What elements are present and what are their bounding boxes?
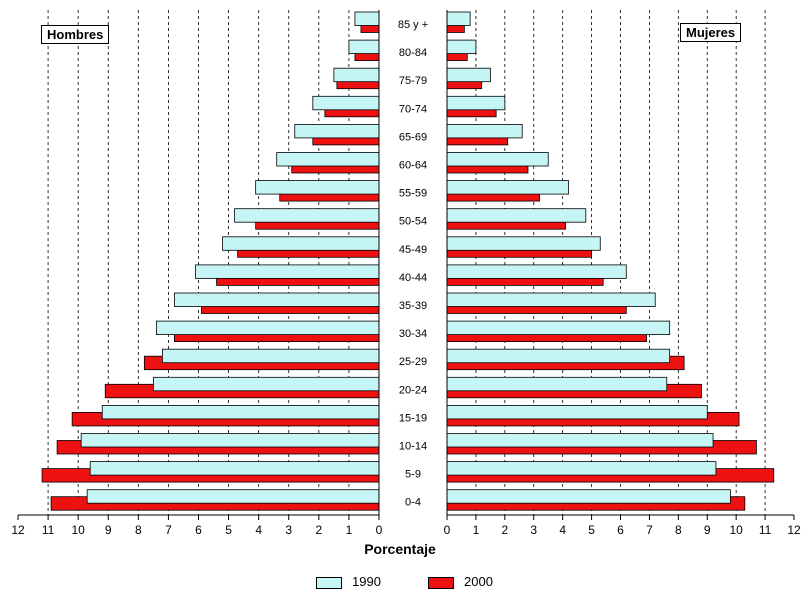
bar-women-1990-5-9 (446, 461, 717, 476)
tick-label-women-4: 4 (559, 523, 566, 537)
bar-women-1990-65-69 (446, 124, 523, 139)
bar-women-1990-0-4 (446, 489, 731, 504)
men-panel-label: Hombres (41, 25, 110, 44)
bar-women-1990-80-84 (446, 39, 477, 54)
tick-label-women-8: 8 (675, 523, 682, 537)
bar-men-1990-5-9 (89, 461, 380, 476)
bar-women-1990-70-74 (446, 95, 506, 111)
legend-label-1990: 1990 (352, 574, 381, 589)
tick-label-women-0: 0 (444, 523, 451, 537)
tick-label-men-2: 2 (315, 523, 322, 537)
tick-label-men-0: 0 (376, 523, 383, 537)
age-label-30-34: 30-34 (399, 328, 427, 340)
bar-men-1990-40-44 (195, 264, 380, 279)
legend-item-2000: 2000 (428, 574, 493, 589)
tick-label-men-4: 4 (255, 523, 262, 537)
bar-women-1990-55-59 (446, 180, 569, 195)
bar-women-1990-85 y + (446, 11, 471, 26)
age-label-50-54: 50-54 (399, 216, 427, 228)
tick-label-women-6: 6 (617, 523, 624, 537)
age-label-0-4: 0-4 (405, 497, 421, 509)
grid-lines (47, 10, 766, 515)
legend-item-1990: 1990 (316, 574, 381, 589)
bar-men-1990-35-39 (174, 292, 380, 307)
bar-women-1990-20-24 (446, 376, 668, 392)
bar-women-1990-75-79 (446, 67, 491, 83)
tick-label-men-3: 3 (285, 523, 292, 537)
age-label-45-49: 45-49 (399, 244, 427, 256)
bar-women-1990-30-34 (446, 320, 671, 336)
age-label-85 y +: 85 y + (398, 19, 428, 31)
tick-label-men-10: 10 (71, 523, 85, 537)
bar-men-1990-55-59 (255, 180, 380, 195)
bar-women-1990-25-29 (446, 348, 671, 364)
bar-women-1990-50-54 (446, 208, 587, 223)
bar-men-1990-50-54 (234, 208, 380, 223)
tick-label-women-10: 10 (729, 523, 743, 537)
bar-men-1990-25-29 (161, 348, 380, 364)
age-label-55-59: 55-59 (399, 188, 427, 200)
tick-label-women-5: 5 (588, 523, 595, 537)
bar-women-1990-40-44 (446, 264, 627, 279)
bar-men-1990-65-69 (294, 124, 380, 139)
bar-men-1990-80-84 (348, 39, 380, 54)
bar-men-1990-10-14 (80, 433, 380, 448)
bar-women-1990-35-39 (446, 292, 656, 307)
bar-men-1990-70-74 (312, 95, 380, 111)
tick-label-women-9: 9 (704, 523, 711, 537)
age-label-80-84: 80-84 (399, 47, 427, 59)
age-label-40-44: 40-44 (399, 272, 427, 284)
tick-label-men-9: 9 (105, 523, 112, 537)
age-label-20-24: 20-24 (399, 384, 427, 396)
tick-label-men-8: 8 (135, 523, 142, 537)
age-label-75-79: 75-79 (399, 75, 427, 87)
tick-label-men-11: 11 (42, 523, 55, 537)
tick-label-women-1: 1 (473, 523, 480, 537)
bar-women-1990-10-14 (446, 433, 714, 448)
tick-label-women-3: 3 (530, 523, 537, 537)
age-label-35-39: 35-39 (399, 300, 427, 312)
tick-label-women-12: 12 (787, 523, 801, 537)
bar-men-1990-75-79 (333, 67, 380, 83)
bar-men-1990-60-64 (276, 152, 380, 167)
bar-women-1990-60-64 (446, 152, 549, 167)
tick-label-women-11: 11 (759, 523, 772, 537)
bar-women-1990-45-49 (446, 236, 601, 251)
tick-label-women-7: 7 (646, 523, 653, 537)
legend-swatch-1990 (316, 576, 342, 589)
tick-label-men-5: 5 (225, 523, 232, 537)
tick-label-men-6: 6 (195, 523, 202, 537)
bar-men-1990-20-24 (152, 376, 380, 392)
bar-men-1990-85 y + (354, 11, 380, 26)
age-group-labels: 85 y + 80-84 75-79 70-74 65-69 60-64 55-59 50-5… (398, 19, 428, 509)
x-axis-title: Porcentaje (364, 541, 436, 557)
tick-label-men-12: 12 (11, 523, 25, 537)
age-label-70-74: 70-74 (399, 103, 427, 115)
legend-label-2000: 2000 (464, 574, 493, 589)
bar-men-1990-0-4 (86, 489, 380, 504)
tick-label-women-2: 2 (501, 523, 508, 537)
age-label-60-64: 60-64 (399, 160, 427, 172)
age-label-5-9: 5-9 (405, 469, 421, 481)
bar-men-1990-15-19 (101, 404, 380, 420)
bar-men-1990-45-49 (222, 236, 380, 251)
legend-swatch-2000 (428, 576, 454, 589)
women-panel-label: Mujeres (680, 23, 742, 42)
age-label-65-69: 65-69 (399, 131, 427, 143)
bar-men-1990-30-34 (155, 320, 380, 336)
tick-label-men-1: 1 (346, 523, 353, 537)
age-label-15-19: 15-19 (399, 412, 427, 424)
age-label-10-14: 10-14 (399, 441, 427, 453)
bar-women-1990-15-19 (446, 404, 708, 420)
tick-label-men-7: 7 (165, 523, 172, 537)
age-label-25-29: 25-29 (399, 356, 427, 368)
legend: 1990 2000 (310, 572, 520, 594)
